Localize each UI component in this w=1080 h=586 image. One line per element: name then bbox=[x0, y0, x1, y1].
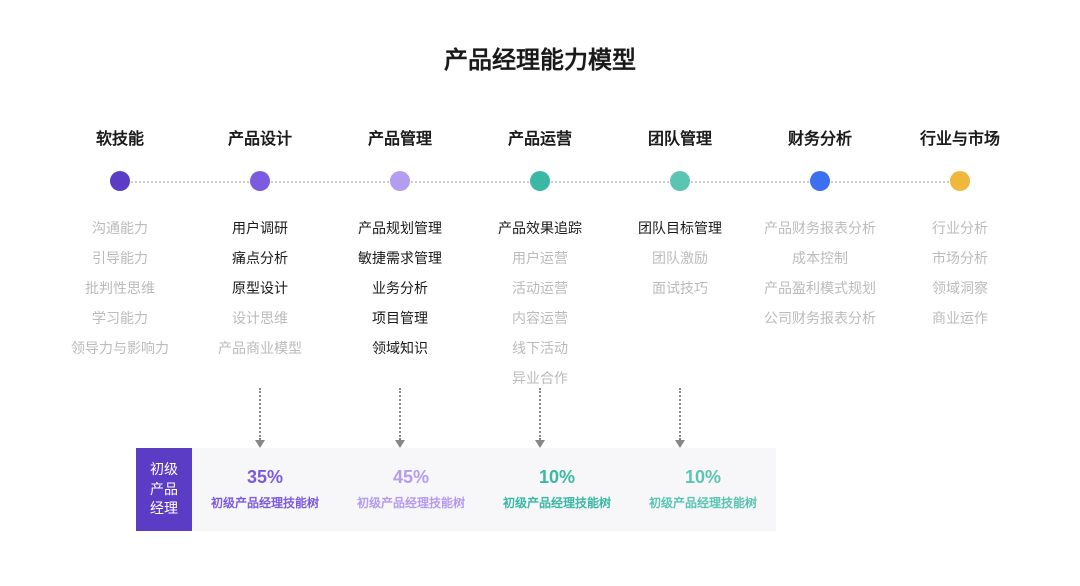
footer-subtitle: 初级产品经理技能树 bbox=[211, 494, 319, 511]
skill-item: 行业分析 bbox=[932, 218, 988, 238]
footer-cell: 10% 初级产品经理技能树 bbox=[484, 448, 630, 531]
skill-item: 公司财务报表分析 bbox=[764, 308, 876, 328]
skill-items: 用户调研痛点分析原型设计设计思维产品商业模型 bbox=[218, 218, 302, 358]
arrow-slot bbox=[610, 388, 750, 448]
skill-item: 产品盈利模式规划 bbox=[764, 278, 876, 298]
skill-items: 产品财务报表分析成本控制产品盈利模式规划公司财务报表分析 bbox=[764, 218, 876, 328]
down-arrow bbox=[399, 388, 401, 448]
column-title: 产品设计 bbox=[228, 125, 292, 149]
column-title: 软技能 bbox=[96, 125, 144, 149]
footer-cells: 35% 初级产品经理技能树 45% 初级产品经理技能树 10% 初级产品经理技能树 10% 初… bbox=[192, 448, 776, 531]
chart-title: 产品经理能力模型 bbox=[50, 40, 1030, 75]
skill-item: 团队激励 bbox=[652, 248, 708, 268]
skill-item: 异业合作 bbox=[512, 368, 568, 388]
column-title: 产品管理 bbox=[368, 125, 432, 149]
footer-cell: 35% 初级产品经理技能树 bbox=[192, 448, 338, 531]
category-node bbox=[670, 171, 690, 191]
arrow-slot bbox=[470, 388, 610, 448]
connector-line bbox=[260, 181, 400, 183]
arrow-slot bbox=[890, 388, 1030, 448]
category-node bbox=[810, 171, 830, 191]
connector-line bbox=[400, 181, 540, 183]
skill-item: 成本控制 bbox=[792, 248, 848, 268]
column-3: 产品运营产品效果追踪用户运营活动运营内容运营线下活动异业合作 bbox=[470, 125, 610, 388]
skill-item: 产品财务报表分析 bbox=[764, 218, 876, 238]
down-arrow bbox=[259, 388, 261, 448]
skill-item: 痛点分析 bbox=[232, 248, 288, 268]
skill-item: 用户调研 bbox=[232, 218, 288, 238]
skill-item: 设计思维 bbox=[232, 308, 288, 328]
skill-item: 引导能力 bbox=[92, 248, 148, 268]
skill-items: 团队目标管理团队激励面试技巧 bbox=[638, 218, 722, 298]
skill-item: 领域知识 bbox=[372, 338, 428, 358]
skill-items: 产品效果追踪用户运营活动运营内容运营线下活动异业合作 bbox=[498, 218, 582, 388]
footer-row: 初级产品经理 35% 初级产品经理技能树 45% 初级产品经理技能树 10% 初级产品经理… bbox=[136, 448, 776, 531]
footer-subtitle: 初级产品经理技能树 bbox=[649, 494, 757, 511]
skill-item: 市场分析 bbox=[932, 248, 988, 268]
skill-items: 行业分析市场分析领域洞察商业运作 bbox=[932, 218, 988, 328]
skill-item: 产品效果追踪 bbox=[498, 218, 582, 238]
columns-row: 软技能沟通能力引导能力批判性思维学习能力领导力与影响力产品设计用户调研痛点分析原… bbox=[50, 125, 1030, 388]
skill-item: 商业运作 bbox=[932, 308, 988, 328]
connector-line bbox=[540, 181, 680, 183]
skill-item: 原型设计 bbox=[232, 278, 288, 298]
skill-item: 敏捷需求管理 bbox=[358, 248, 442, 268]
skill-item: 领域洞察 bbox=[932, 278, 988, 298]
column-4: 团队管理团队目标管理团队激励面试技巧 bbox=[610, 125, 750, 298]
skill-item: 产品规划管理 bbox=[358, 218, 442, 238]
category-node bbox=[950, 171, 970, 191]
column-title: 行业与市场 bbox=[920, 125, 1000, 149]
column-5: 财务分析产品财务报表分析成本控制产品盈利模式规划公司财务报表分析 bbox=[750, 125, 890, 328]
arrow-slot bbox=[750, 388, 890, 448]
skill-item: 领导力与影响力 bbox=[71, 338, 169, 358]
skill-item: 面试技巧 bbox=[652, 278, 708, 298]
skill-item: 学习能力 bbox=[92, 308, 148, 328]
connector-line bbox=[120, 181, 260, 183]
column-title: 财务分析 bbox=[788, 125, 852, 149]
footer-cell: 10% 初级产品经理技能树 bbox=[630, 448, 776, 531]
category-node bbox=[250, 171, 270, 191]
column-0: 软技能沟通能力引导能力批判性思维学习能力领导力与影响力 bbox=[50, 125, 190, 358]
node-row bbox=[890, 169, 1030, 193]
footer-level-label: 初级产品经理 bbox=[136, 448, 192, 531]
arrows-row bbox=[50, 388, 1030, 448]
footer-percentage: 10% bbox=[685, 467, 721, 488]
skill-items: 产品规划管理敏捷需求管理业务分析项目管理领域知识 bbox=[358, 218, 442, 358]
skill-item: 内容运营 bbox=[512, 308, 568, 328]
skill-item: 业务分析 bbox=[372, 278, 428, 298]
footer-cell: 45% 初级产品经理技能树 bbox=[338, 448, 484, 531]
skill-item: 沟通能力 bbox=[92, 218, 148, 238]
column-title: 产品运营 bbox=[508, 125, 572, 149]
connector-line bbox=[680, 181, 820, 183]
footer-percentage: 35% bbox=[247, 467, 283, 488]
arrow-slot bbox=[50, 388, 190, 448]
arrow-slot bbox=[330, 388, 470, 448]
skill-item: 活动运营 bbox=[512, 278, 568, 298]
skill-item: 用户运营 bbox=[512, 248, 568, 268]
footer-subtitle: 初级产品经理技能树 bbox=[357, 494, 465, 511]
connector-line bbox=[820, 181, 960, 183]
skill-item: 批判性思维 bbox=[85, 278, 155, 298]
skill-item: 产品商业模型 bbox=[218, 338, 302, 358]
arrow-slot bbox=[190, 388, 330, 448]
category-node bbox=[530, 171, 550, 191]
column-1: 产品设计用户调研痛点分析原型设计设计思维产品商业模型 bbox=[190, 125, 330, 358]
category-node bbox=[390, 171, 410, 191]
column-6: 行业与市场行业分析市场分析领域洞察商业运作 bbox=[890, 125, 1030, 328]
down-arrow bbox=[539, 388, 541, 448]
skill-item: 项目管理 bbox=[372, 308, 428, 328]
footer-percentage: 45% bbox=[393, 467, 429, 488]
column-title: 团队管理 bbox=[648, 125, 712, 149]
skill-item: 团队目标管理 bbox=[638, 218, 722, 238]
category-node bbox=[110, 171, 130, 191]
down-arrow bbox=[679, 388, 681, 448]
footer-subtitle: 初级产品经理技能树 bbox=[503, 494, 611, 511]
skill-item: 线下活动 bbox=[512, 338, 568, 358]
skill-items: 沟通能力引导能力批判性思维学习能力领导力与影响力 bbox=[71, 218, 169, 358]
column-2: 产品管理产品规划管理敏捷需求管理业务分析项目管理领域知识 bbox=[330, 125, 470, 358]
footer-percentage: 10% bbox=[539, 467, 575, 488]
